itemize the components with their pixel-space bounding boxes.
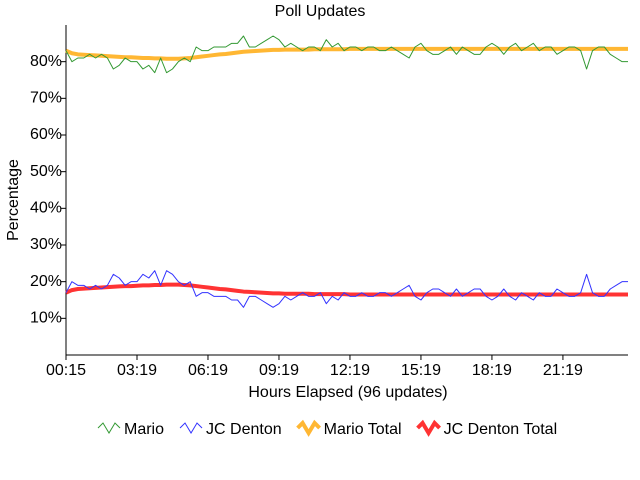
series-line (65, 46, 628, 61)
x-tick-label: 09:19 (259, 362, 299, 379)
legend-swatch (416, 419, 441, 437)
series-line (65, 282, 628, 297)
x-tick-label: 21:19 (543, 362, 583, 379)
y-tick-label: 50% (30, 163, 62, 180)
x-axis-label: Hours Elapsed (96 updates) (248, 384, 447, 401)
legend-label: Mario Total (324, 421, 402, 438)
legend-swatch (296, 419, 322, 437)
legend-label: JC Denton (206, 421, 282, 438)
legend-swatch (179, 422, 203, 434)
y-tick-label: 80% (30, 53, 62, 70)
chart-title: Poll Updates (275, 3, 366, 20)
y-tick-label: 70% (30, 90, 62, 107)
y-tick-label: 20% (30, 273, 62, 290)
y-axis-label: Percentage (5, 159, 22, 241)
legend-swatch (97, 422, 121, 434)
series-line (65, 35, 628, 74)
x-tick-label: 00:15 (46, 362, 86, 379)
y-tick-label: 40% (30, 200, 62, 217)
series-line (65, 270, 628, 308)
legend-label: JC Denton Total (444, 421, 558, 438)
x-tick-label: 18:19 (472, 362, 512, 379)
x-tick-label: 12:19 (330, 362, 370, 379)
legend-label: Mario (124, 421, 164, 438)
y-tick-label: 10% (30, 310, 62, 327)
y-tick-label: 30% (30, 236, 62, 253)
y-tick-label: 60% (30, 126, 62, 143)
x-tick-label: 03:19 (117, 362, 157, 379)
x-tick-label: 06:19 (188, 362, 228, 379)
x-tick-label: 15:19 (401, 362, 441, 379)
